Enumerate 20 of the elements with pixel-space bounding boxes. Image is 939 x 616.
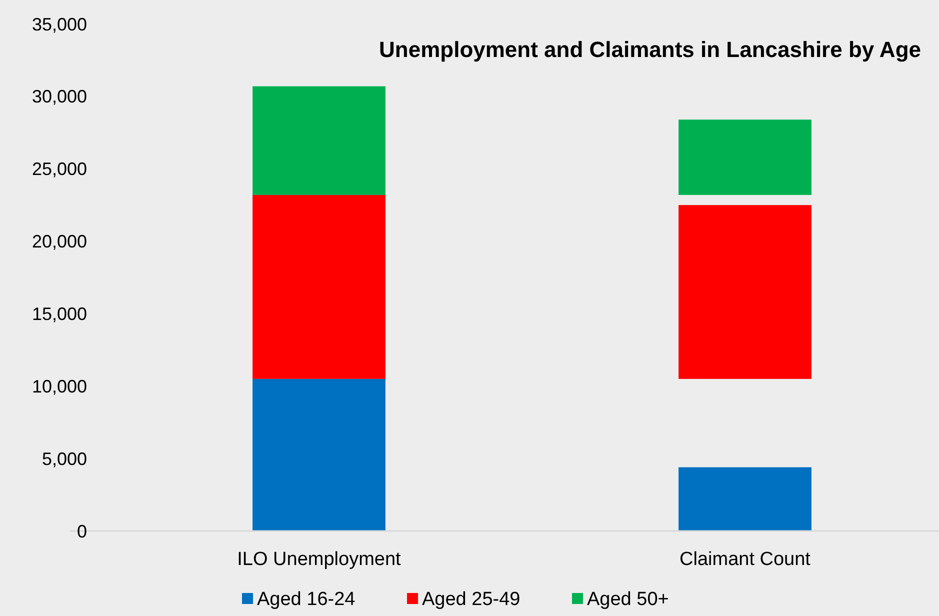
bar <box>678 205 812 379</box>
y-tick-label: 10,000 <box>32 376 87 396</box>
legend-label: Aged 16-24 <box>257 589 356 610</box>
legend-label: Aged 25-49 <box>422 589 520 610</box>
x-tick-label: ILO Unemployment <box>237 549 402 570</box>
bar <box>252 194 386 379</box>
y-tick-label: 15,000 <box>32 304 87 324</box>
bar <box>678 467 812 531</box>
bar <box>678 120 812 195</box>
x-tick-label: Claimant Count <box>680 549 812 570</box>
legend-label: Aged 50+ <box>587 589 669 610</box>
y-tick-label: 35,000 <box>32 14 87 34</box>
y-tick-label: 0 <box>76 521 87 542</box>
y-tick-label: 25,000 <box>32 159 87 180</box>
bar <box>252 86 386 195</box>
y-tick-label: 20,000 <box>32 232 87 252</box>
text: Unemployment and Claimants in Lancashire by Age <box>379 37 921 62</box>
bar <box>252 378 386 531</box>
y-tick-label: 5,000 <box>42 448 87 469</box>
y-tick-label: 30,000 <box>32 86 87 107</box>
